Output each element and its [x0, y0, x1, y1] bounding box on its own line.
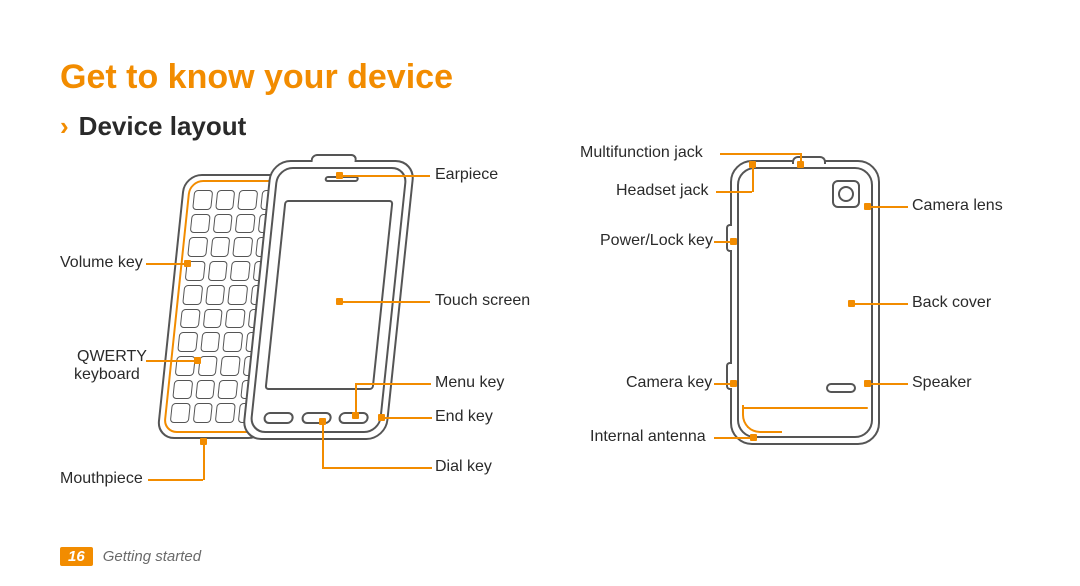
label-dial-key: Dial key — [435, 458, 492, 476]
label-end-key: End key — [435, 408, 493, 426]
dial-key-btn — [263, 412, 294, 424]
camera-lens-icon — [832, 180, 860, 208]
label-speaker: Speaker — [912, 374, 972, 392]
label-qwerty-l1: QWERTY — [77, 348, 147, 366]
label-volume-key: Volume key — [60, 254, 143, 272]
chevron-right-icon: › — [60, 111, 69, 142]
label-earpiece: Earpiece — [435, 166, 498, 184]
menu-key-btn — [300, 412, 331, 424]
phone-body-front — [241, 160, 415, 440]
page-number-badge: 16 — [60, 547, 93, 566]
label-multifunction-jack: Multifunction jack — [580, 144, 703, 162]
label-camera-lens: Camera lens — [912, 197, 1003, 215]
label-touchscreen: Touch screen — [435, 292, 530, 310]
label-menu-key: Menu key — [435, 374, 504, 392]
label-qwerty-l2: keyboard — [74, 366, 140, 384]
back-view — [730, 160, 900, 460]
manual-page: Get to know your device › Device layout — [0, 0, 1080, 586]
label-mouthpiece: Mouthpiece — [60, 470, 143, 488]
page-footer: 16 Getting started — [60, 547, 201, 566]
speaker-grill — [826, 383, 856, 393]
label-power-lock: Power/Lock key — [600, 232, 713, 250]
footer-section: Getting started — [103, 548, 201, 565]
label-camera-key: Camera key — [626, 374, 712, 392]
label-back-cover: Back cover — [912, 294, 991, 312]
page-title: Get to know your device — [60, 58, 1020, 97]
diagrams-area: Volume key QWERTY keyboard Mouthpiece Ea… — [60, 142, 1020, 532]
front-view — [170, 160, 470, 480]
touch-screen-area — [265, 200, 394, 390]
label-headset-jack: Headset jack — [616, 182, 709, 200]
section-heading: › Device layout — [60, 111, 1020, 142]
section-title: Device layout — [79, 111, 247, 142]
label-internal-antenna: Internal antenna — [590, 428, 706, 446]
